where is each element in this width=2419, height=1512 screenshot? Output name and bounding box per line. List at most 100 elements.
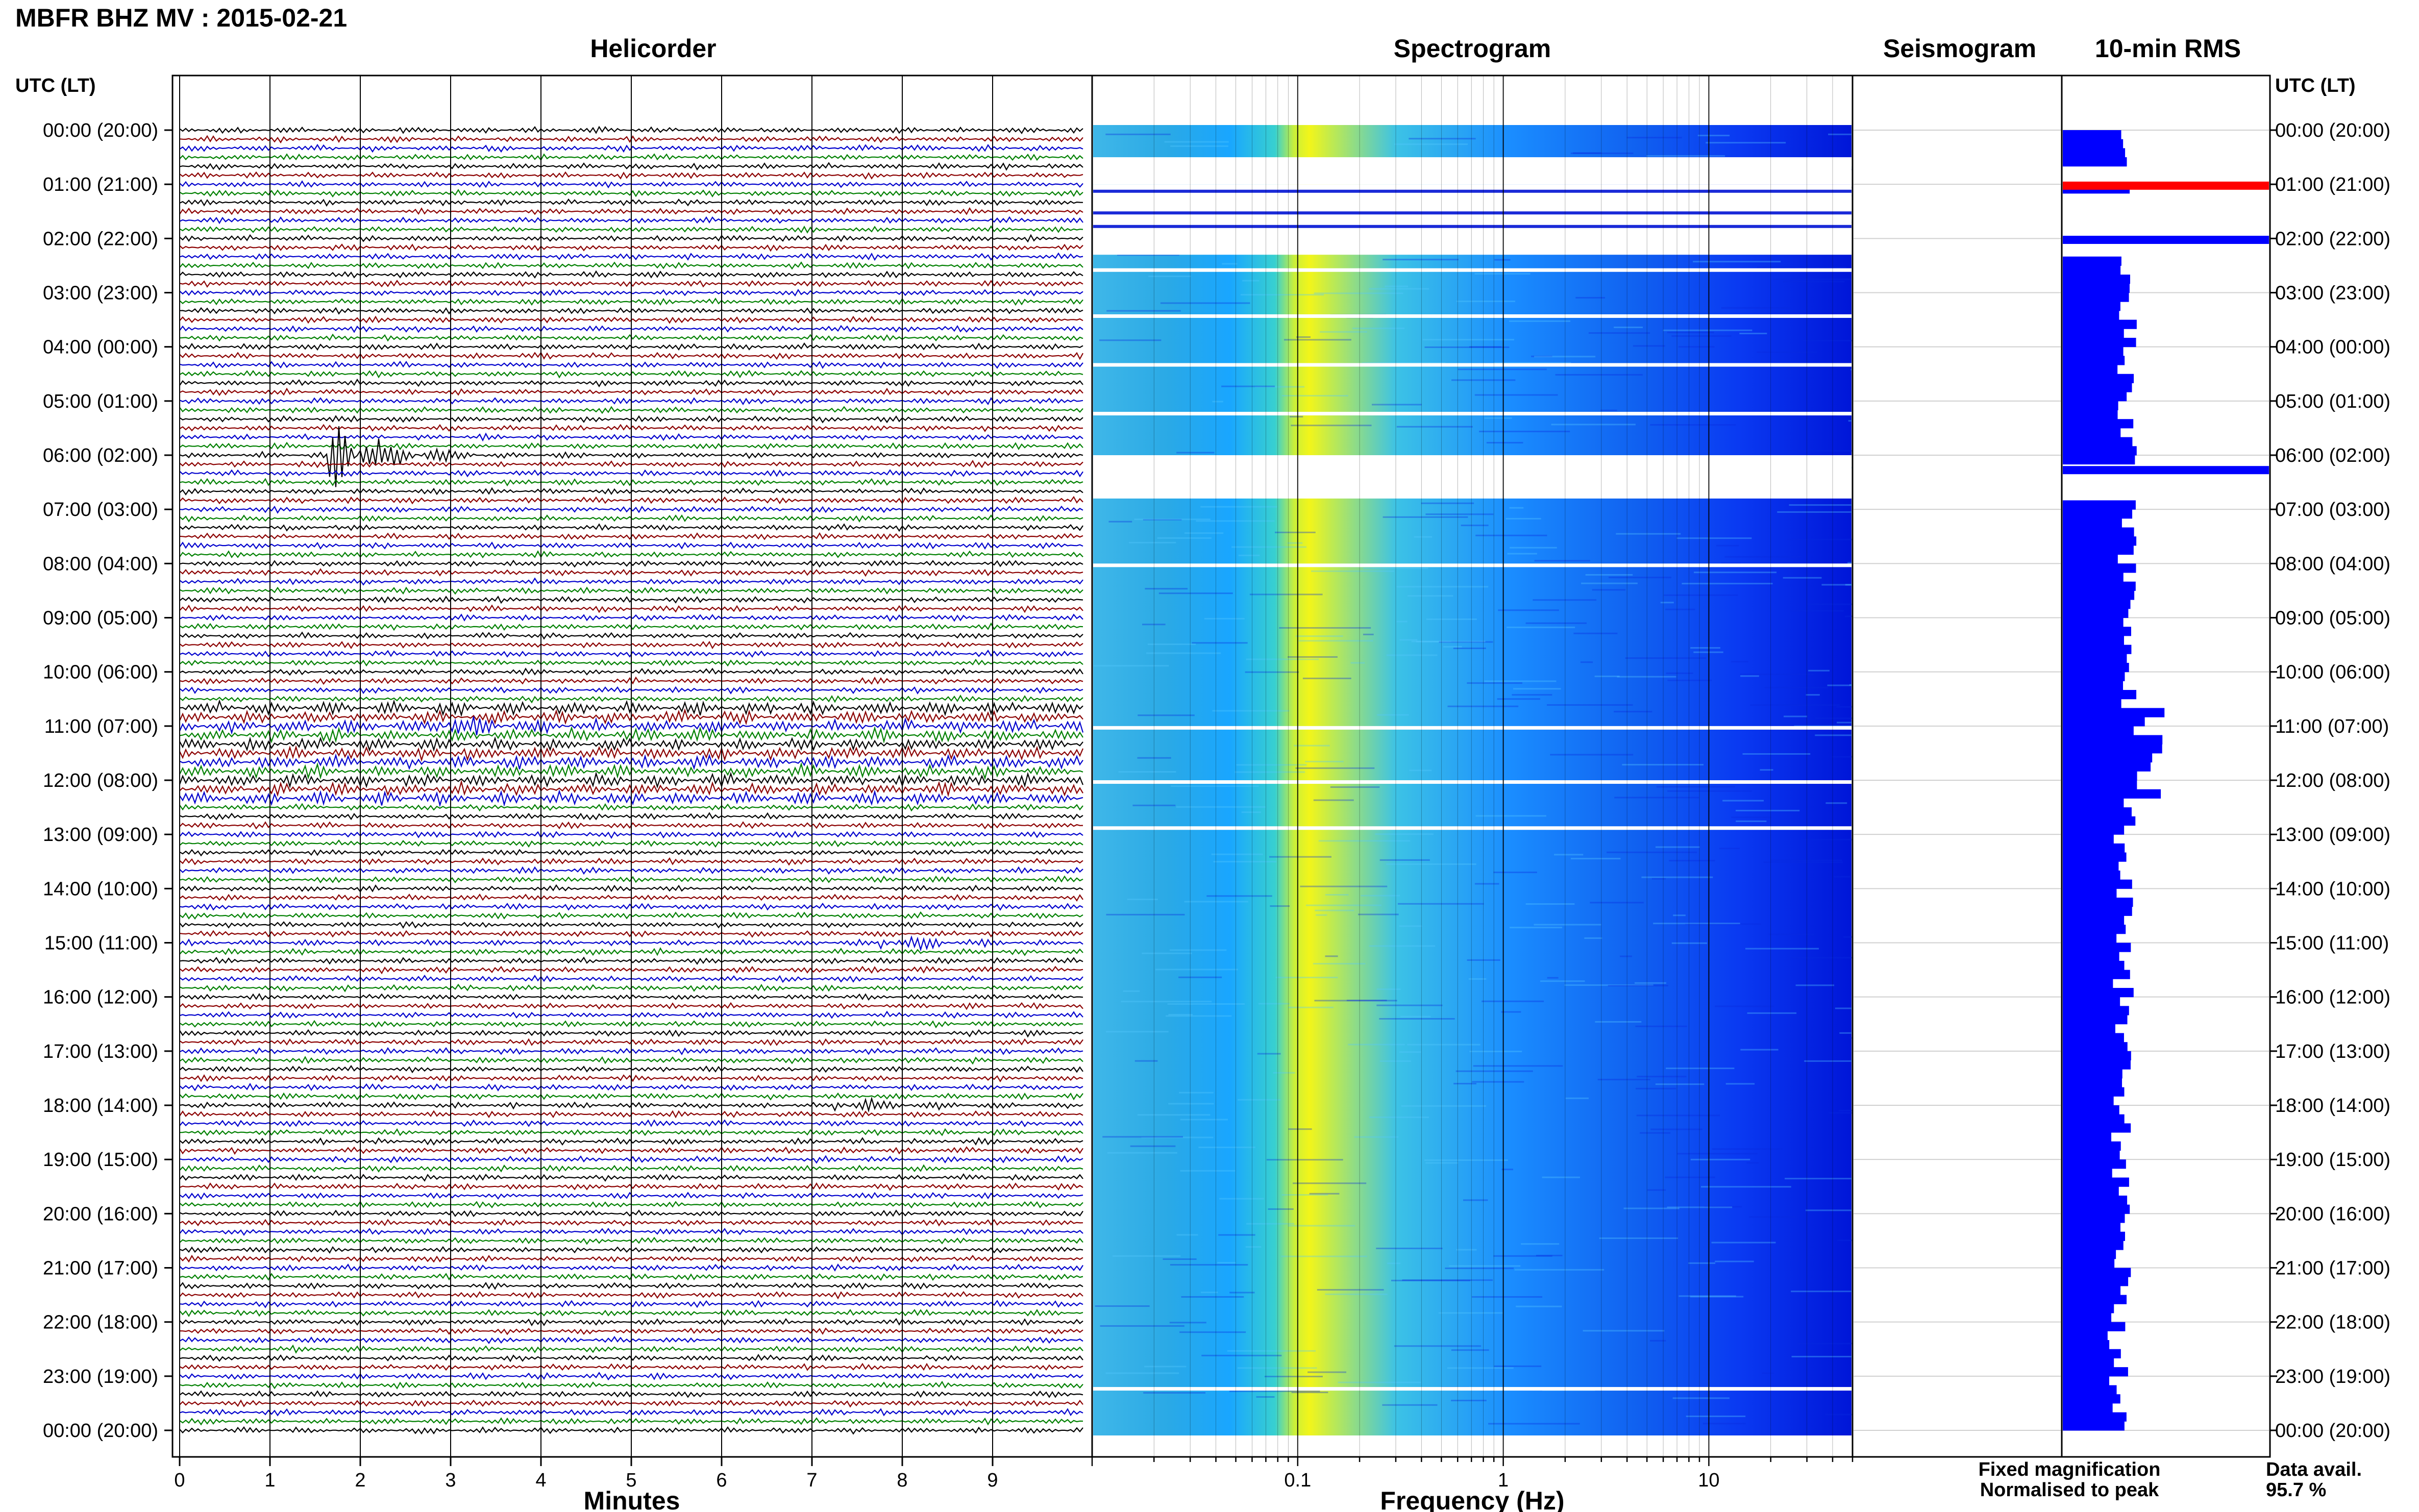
rms-bar: [2063, 329, 2124, 338]
spectrogram-x-axis: 0.1 1 10: [1091, 1457, 1854, 1491]
time-label-right: 06:00 (02:00): [2275, 445, 2390, 466]
rms-bar: [2063, 1376, 2109, 1386]
rms-bar: [2063, 374, 2134, 383]
time-label-left: 21:00 (17:00): [43, 1258, 158, 1279]
rms-bar: [2063, 1349, 2121, 1358]
rms-bar: [2063, 1159, 2126, 1169]
rms-spike: [2063, 181, 2269, 190]
rms-bar: [2063, 1312, 2112, 1323]
rms-bar: [2063, 148, 2126, 158]
time-label-left: 15:00 (11:00): [44, 933, 158, 954]
rms-bar: [2063, 401, 2118, 411]
rms-bar: [2063, 419, 2134, 429]
rms-bar: [2063, 1069, 2122, 1079]
rms-bar: [2063, 265, 2121, 275]
helicorder-x-tick-label: 6: [716, 1470, 727, 1491]
rms-bar: [2063, 1123, 2131, 1133]
rms-bar: [2063, 654, 2127, 663]
helicorder-x-tick-label: 4: [535, 1470, 546, 1491]
legend-fixed-magnification: Fixed magnification: [1979, 1459, 2161, 1480]
rms-bar: [2063, 906, 2132, 916]
rms-bar: [2063, 888, 2117, 898]
rms-bar: [2063, 780, 2137, 790]
time-label-right: 17:00 (13:00): [2275, 1041, 2390, 1062]
rms-bar: [2063, 762, 2151, 772]
rms-bar: [2063, 292, 2129, 302]
seismogram-title: Seismogram: [1883, 34, 2036, 63]
rms-bar: [2063, 1024, 2115, 1033]
rms-bar: [2063, 744, 2162, 754]
rms-bar: [2063, 337, 2136, 348]
rms-bar: [2063, 563, 2136, 573]
rms-bar: [2063, 356, 2125, 365]
time-label-right: 00:00 (20:00): [2275, 120, 2390, 141]
data-availability-label: Data avail.: [2266, 1459, 2362, 1480]
spectrogram-gap: [1093, 157, 1852, 185]
rms-bar: [2063, 545, 2134, 555]
spectrogram-gap: [1093, 184, 1852, 255]
time-label-left: 22:00 (18:00): [43, 1312, 158, 1333]
time-label-right: 10:00 (06:00): [2275, 662, 2390, 683]
helicorder-x-tick-label: 0: [174, 1470, 185, 1491]
rms-bar: [2063, 879, 2132, 889]
time-label-right: 16:00 (12:00): [2275, 987, 2390, 1008]
rms-bar: [2063, 960, 2125, 971]
rms-bar: [2063, 536, 2137, 546]
rms-bar: [2063, 1132, 2112, 1142]
rms-bar: [2063, 645, 2132, 654]
rms-bar: [2063, 1105, 2119, 1115]
rms-bar: [2063, 1367, 2128, 1377]
time-label-left: 00:00 (20:00): [43, 1420, 158, 1442]
rms-bar: [2063, 392, 2127, 402]
time-axis-left: 00:00 (20:00) 01:00 (21:00) 02:00 (22:00) 0…: [43, 120, 172, 1442]
rms-bar: [2063, 662, 2129, 673]
rms-bar: [2063, 825, 2125, 835]
rms-bar: [2063, 852, 2127, 862]
rms-bar: [2063, 1006, 2129, 1015]
rms-bar: [2063, 1177, 2129, 1187]
rms-bar: [2063, 319, 2137, 329]
rms-bar: [2063, 617, 2124, 627]
rms-bar: [2063, 554, 2118, 564]
rms-bar: [2063, 1322, 2126, 1331]
time-label-left: 16:00 (12:00): [43, 987, 158, 1008]
rms-bar: [2063, 1096, 2114, 1106]
time-label-right: 05:00 (01:00): [2275, 391, 2390, 412]
spectrogram-gap: [1093, 455, 1852, 499]
rms-bar: [2063, 708, 2165, 717]
rms-spike: [2063, 466, 2269, 475]
helicorder-x-tick-label: 2: [355, 1470, 365, 1491]
helicorder-x-tick-label: 3: [445, 1470, 456, 1491]
rms-title: 10-min RMS: [2095, 34, 2241, 63]
rms-bar: [2063, 672, 2125, 681]
rms-bar: [2063, 1277, 2129, 1286]
time-label-left: 11:00 (07:00): [44, 716, 158, 737]
rms-bar: [2063, 455, 2135, 465]
time-label-left: 23:00 (19:00): [43, 1366, 158, 1387]
rms-bar: [2063, 365, 2118, 375]
rms-bar: [2063, 1223, 2120, 1232]
time-label-left: 07:00 (03:00): [43, 499, 158, 520]
time-label-left: 09:00 (05:00): [43, 608, 158, 629]
rms-bar: [2063, 608, 2129, 618]
rms-bar: [2063, 771, 2137, 781]
time-label-right: 22:00 (18:00): [2275, 1312, 2390, 1333]
rms-bar: [2063, 952, 2119, 961]
rms-bar: [2063, 157, 2127, 167]
time-label-left: 01:00 (21:00): [43, 174, 158, 195]
rms-bar: [2063, 283, 2130, 293]
rms-bar: [2063, 139, 2124, 148]
utc-label-left: UTC (LT): [15, 75, 96, 96]
rms-bar: [2063, 446, 2137, 456]
spectrogram-x-tick-label: 10: [1698, 1470, 1719, 1491]
time-label-right: 09:00 (05:00): [2275, 608, 2390, 629]
time-label-left: 05:00 (01:00): [43, 391, 158, 412]
rms-bar: [2063, 1033, 2124, 1043]
rms-bar: [2063, 925, 2126, 934]
rms-bar: [2063, 1340, 2110, 1350]
spectrogram-xlabel: Frequency (Hz): [1380, 1486, 1564, 1512]
rms-bar: [2063, 437, 2133, 447]
rms-bar: [2063, 1051, 2131, 1061]
time-label-right: 03:00 (23:00): [2275, 283, 2390, 304]
time-label-left: 06:00 (02:00): [43, 445, 158, 466]
